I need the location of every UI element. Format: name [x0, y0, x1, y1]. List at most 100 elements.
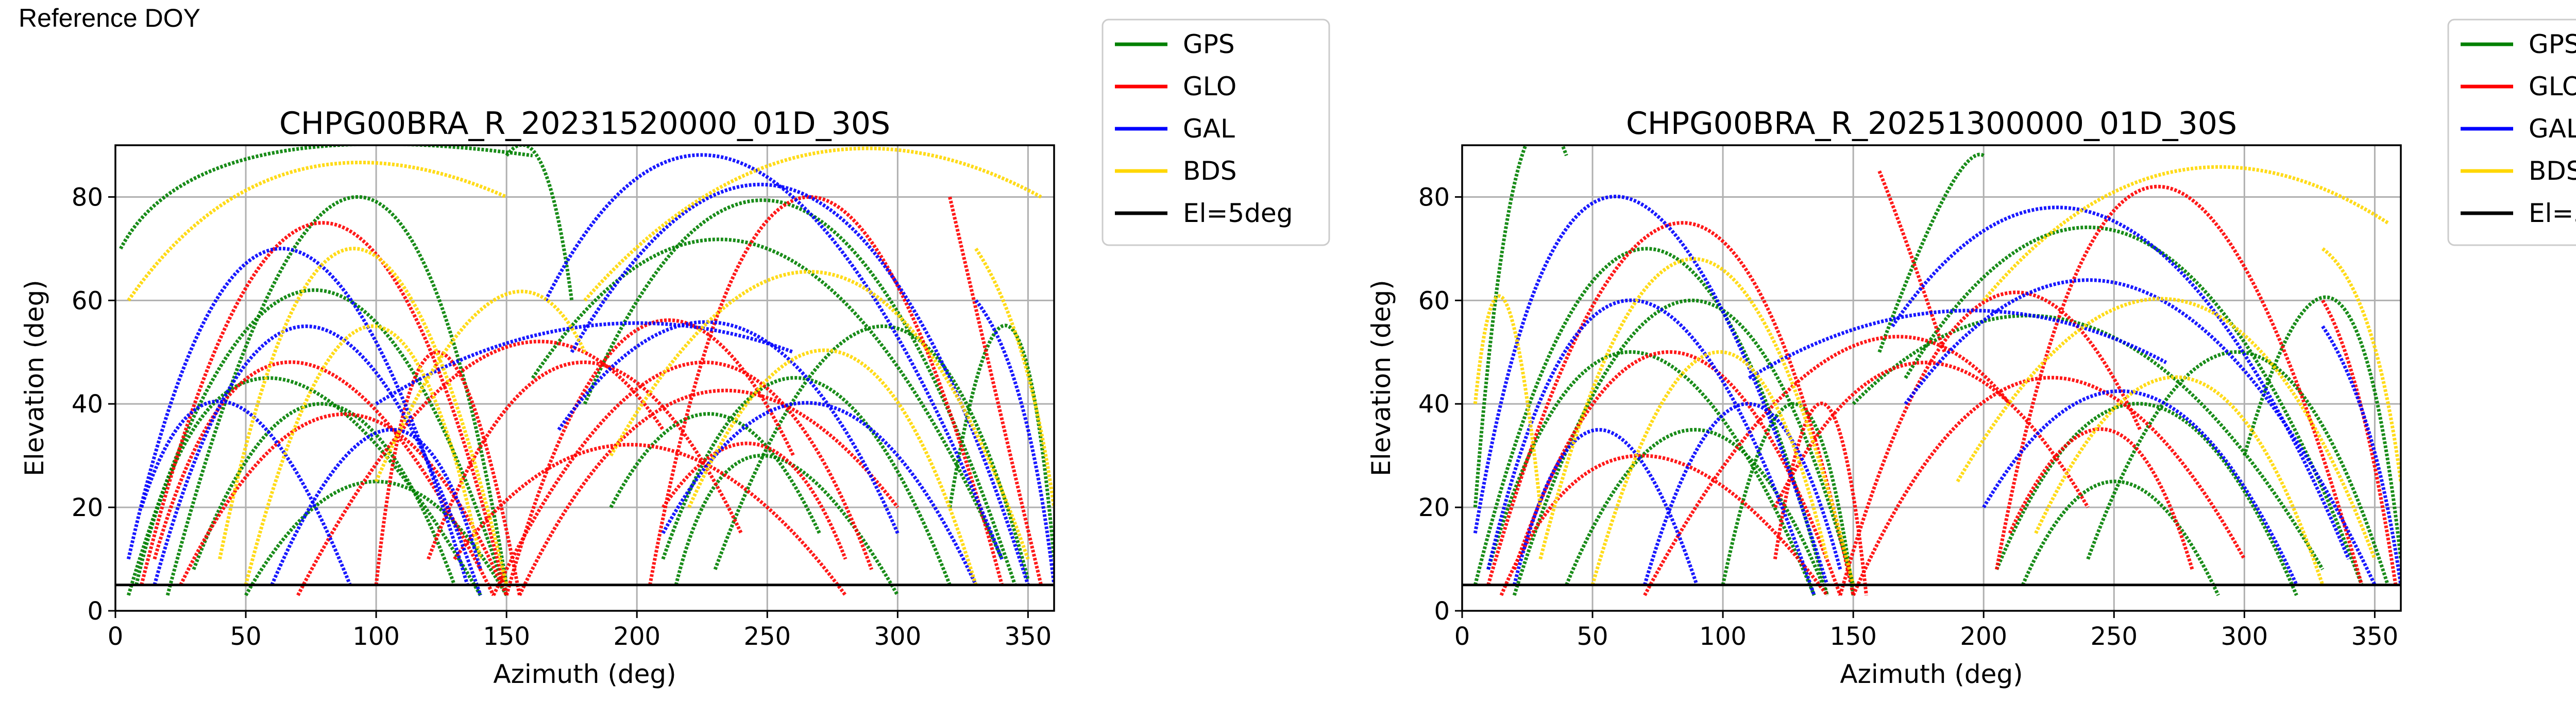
satellite-pass — [152, 360, 495, 596]
y-axis-label: Elevation (deg) — [1366, 280, 1396, 476]
satellite-pass — [505, 145, 574, 301]
x-tick-label: 350 — [2351, 622, 2399, 651]
x-tick-label: 200 — [613, 622, 660, 651]
satellite-pass — [1512, 428, 1699, 586]
satellite-pass — [1486, 221, 1855, 596]
chart-title: CHPG00BRA_R_20251300000_01D_30S — [1626, 106, 2237, 142]
satellite-pass — [2034, 375, 2325, 586]
satellite-pass — [1590, 350, 1829, 586]
satellite-pass — [583, 146, 1042, 302]
satellite-pass — [1748, 308, 2167, 380]
y-tick-label: 0 — [87, 597, 103, 626]
chart-panel-left: 0 50 100 150 200 250 300 350 0 20 40 60 80 CHPG00BRA_… — [20, 19, 1330, 689]
satellite-pass — [2321, 299, 2398, 586]
satellite-pass — [1891, 205, 2351, 560]
legend-label: GPS — [2529, 29, 2576, 59]
satellite-pass — [1473, 294, 1543, 508]
legend-label: BDS — [1183, 156, 1237, 186]
x-tick-label: 200 — [1960, 622, 2007, 651]
satellite-pass — [687, 348, 978, 586]
x-tick-label: 300 — [2221, 622, 2268, 651]
y-tick-label: 40 — [72, 390, 103, 419]
satellite-pass — [583, 198, 1017, 586]
y-tick-label: 80 — [72, 183, 103, 212]
legend-label: GAL — [2529, 114, 2576, 144]
satellite-pass — [1852, 314, 2325, 571]
satellite-pass — [1642, 402, 1842, 586]
satellite-pass — [531, 237, 1004, 560]
satellite-pass — [374, 289, 587, 483]
satellite-pass — [453, 442, 847, 596]
satellite-pass — [609, 270, 1030, 560]
y-tick-label: 0 — [1434, 597, 1450, 626]
satellite-pass — [2321, 325, 2401, 586]
series-gps — [1473, 145, 2401, 596]
satellite-pass — [1995, 184, 2364, 586]
axes-frame — [114, 144, 1055, 612]
satellite-pass — [218, 247, 509, 586]
satellite-pass — [557, 320, 900, 534]
series-bds — [1473, 165, 2401, 586]
satellite-pass — [2008, 427, 2194, 570]
satellite-pass — [244, 479, 509, 596]
satellite-pass — [1643, 335, 2011, 596]
satellite-pass — [1499, 454, 1829, 596]
satellite-pass — [661, 441, 848, 560]
satellite-pass — [1565, 427, 1829, 596]
legend-label: El=5deg — [2529, 198, 2576, 228]
satellite-pass — [1538, 257, 1855, 586]
satellite-pass — [2321, 247, 2401, 482]
legend-box — [2447, 19, 2576, 246]
y-tick-label: 40 — [1418, 390, 1450, 419]
x-tick-label: 50 — [1577, 622, 1608, 651]
series-glo — [1486, 170, 2398, 596]
x-tick-label: 50 — [230, 622, 262, 651]
satellite-pass — [1982, 389, 2298, 586]
legend: GPS GLO GAL BDS El=5deg — [2447, 19, 2576, 246]
satellite-pass — [974, 247, 1054, 508]
y-tick-label: 80 — [1418, 183, 1450, 212]
legend-label: GLO — [1183, 72, 1236, 101]
satellite-pass — [648, 195, 1004, 586]
satellite-pass — [1473, 145, 1568, 508]
x-tick-label: 250 — [2090, 622, 2138, 651]
satellite-pass — [1851, 375, 2246, 596]
y-tick-label: 20 — [1418, 493, 1450, 522]
satellite-pass — [375, 321, 794, 406]
satellite-pass — [2086, 350, 2390, 586]
satellite-pass — [1838, 290, 2142, 596]
x-tick-label: 300 — [874, 622, 922, 651]
satellite-pass — [661, 376, 952, 586]
satellite-pass — [427, 361, 743, 560]
data-layer — [119, 145, 1054, 596]
series-glo — [140, 195, 1043, 596]
x-axis-label: Azimuth (deg) — [1840, 659, 2023, 689]
y-tick-label: 60 — [72, 286, 103, 315]
x-tick-label: 250 — [743, 622, 791, 651]
satellite-pass — [1877, 152, 1985, 353]
satellite-pass — [1773, 361, 2090, 508]
reference-doy-label: Reference DOY — [19, 4, 200, 32]
satellite-pass — [674, 454, 900, 596]
satellite-pass — [1473, 195, 1829, 586]
satellite-pass — [270, 427, 482, 586]
axes-frame — [1461, 144, 2402, 612]
y-tick-label: 60 — [1418, 286, 1450, 315]
chart-title: CHPG00BRA_R_20231520000_01D_30S — [279, 106, 890, 142]
satellite-pass — [1904, 278, 2377, 586]
legend-label: GLO — [2529, 72, 2576, 101]
satellite-pass — [126, 247, 469, 586]
x-axis-label: Azimuth (deg) — [493, 659, 676, 689]
data-layer — [1473, 145, 2401, 596]
x-tick-label: 100 — [1699, 622, 1747, 651]
satellite-pass — [127, 161, 507, 302]
satellite-pass — [1721, 402, 1855, 596]
satellite-pass — [165, 195, 509, 596]
legend-label: GAL — [1183, 114, 1235, 144]
satellite-pass — [948, 323, 1054, 559]
x-tick-label: 0 — [108, 622, 124, 651]
legend-label: El=5deg — [1183, 198, 1293, 228]
satellite-pass — [1995, 402, 2298, 596]
satellite-pass — [140, 399, 352, 586]
